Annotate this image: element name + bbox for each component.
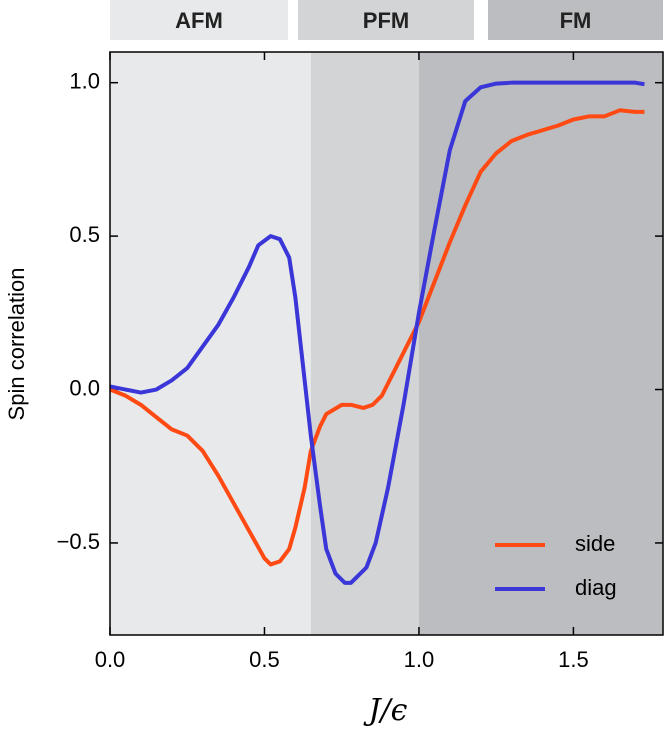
region xyxy=(110,52,311,635)
x-tick-label: 0.5 xyxy=(249,647,280,672)
y-axis-label: Spin correlation xyxy=(4,268,29,421)
line xyxy=(109,80,645,585)
x-tick-label: 0.0 xyxy=(95,647,126,672)
x-tick-label: 1.0 xyxy=(404,647,435,672)
region xyxy=(418,52,663,635)
y-tick-label: −0.5 xyxy=(57,529,100,554)
x-axis-label: J/ϵ xyxy=(363,693,408,728)
plot-frame xyxy=(109,51,664,636)
y-tick-label: 0.5 xyxy=(69,222,100,247)
region xyxy=(310,52,419,635)
legend-label: diag xyxy=(575,575,617,600)
region-label: PFM xyxy=(363,8,409,33)
y-tick-label: 1.0 xyxy=(69,68,100,93)
line xyxy=(109,108,645,567)
region-header xyxy=(298,0,474,40)
region-header xyxy=(110,0,288,40)
region-header xyxy=(488,0,663,40)
y-tick-label: 0.0 xyxy=(69,375,100,400)
region-label: AFM xyxy=(175,8,223,33)
x-tick-label: 1.5 xyxy=(558,647,589,672)
region-label: FM xyxy=(560,8,592,33)
legend-label: side xyxy=(575,531,615,556)
